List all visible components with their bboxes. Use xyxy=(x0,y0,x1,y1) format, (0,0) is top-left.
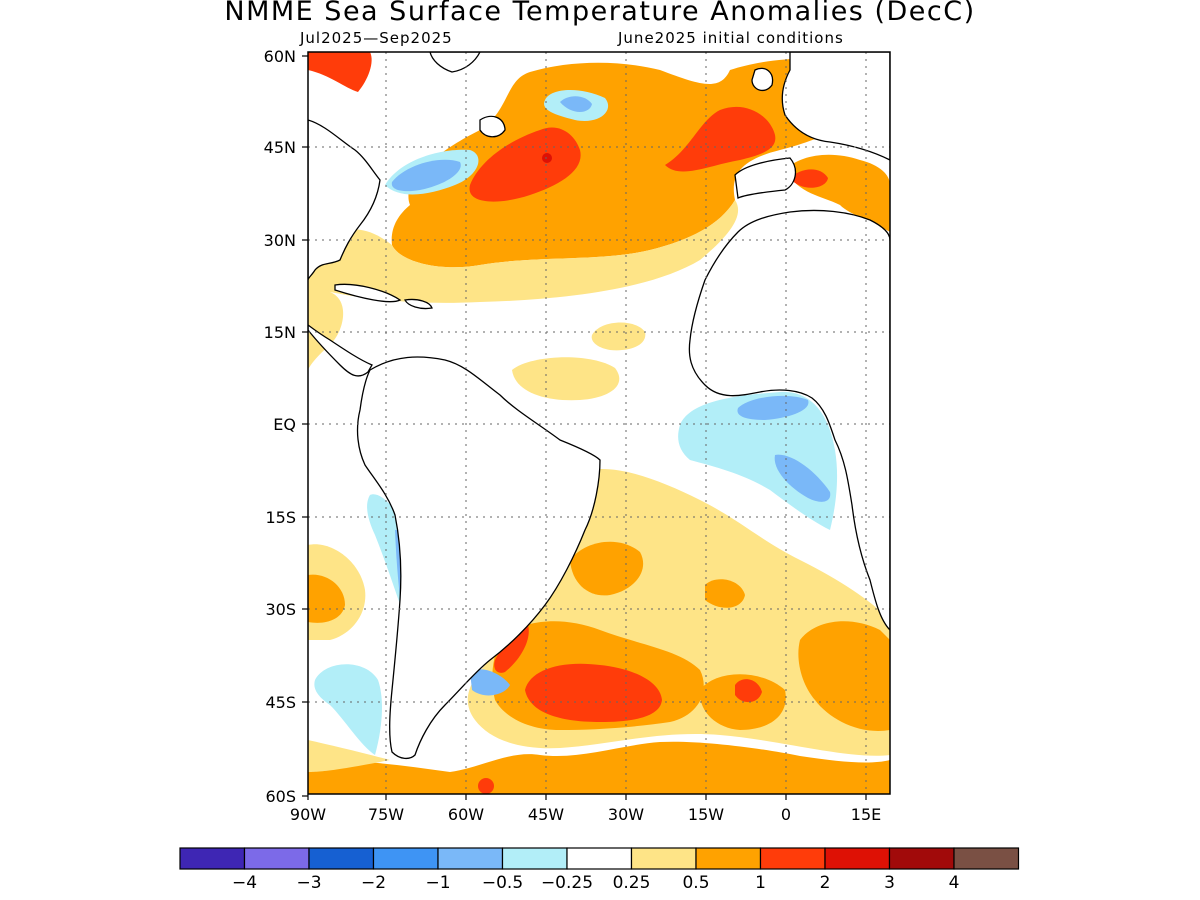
north-atlantic-warm-anomaly xyxy=(391,58,890,268)
legend-swatch xyxy=(759,847,826,870)
lon-label: 75W xyxy=(368,805,404,824)
legend-label: 4 xyxy=(949,873,960,893)
legend-label: −1 xyxy=(425,873,450,893)
greenland-fragment xyxy=(429,52,481,73)
forecast-period: Jul2025—Sep2025 xyxy=(300,29,453,47)
legend-swatch xyxy=(888,847,955,870)
latitude-labels: 60N 45N 30N 15N EQ 15S 30S 45S 60S xyxy=(264,47,296,806)
gulf-of-guinea-cool xyxy=(678,391,838,530)
lon-label: 45W xyxy=(528,805,564,824)
gridlines xyxy=(308,52,890,794)
benguela-cool-core xyxy=(774,454,831,502)
legend-swatch xyxy=(824,847,891,870)
lon-label: 0 xyxy=(781,805,791,824)
lon-label: 15W xyxy=(688,805,724,824)
legend-labels: −4 −3 −2 −1 −0.5 −0.25 0.25 0.5 1 2 3 4 xyxy=(232,873,959,893)
newfoundland xyxy=(479,115,506,138)
cuba xyxy=(334,283,402,303)
legend-swatch xyxy=(953,847,1020,870)
lat-label: 15N xyxy=(264,323,296,342)
south-atlantic-warm-1 xyxy=(570,541,644,596)
labrador-warm xyxy=(308,52,372,92)
legend-swatch xyxy=(437,847,504,870)
northeast-atlantic-core xyxy=(665,106,776,172)
legend-label: 0.5 xyxy=(682,873,709,893)
iberia xyxy=(734,157,797,199)
south-central-warm xyxy=(705,579,745,608)
north-atlantic-yellow-band xyxy=(308,200,739,303)
southeast-pacific-warm-core xyxy=(308,574,345,623)
legend-label: −2 xyxy=(361,873,386,893)
british-isles xyxy=(751,67,774,92)
longitude-labels: 90W 75W 60W 45W 30W 15W 0 15E xyxy=(290,805,881,824)
legend-swatch xyxy=(179,847,246,870)
south-america xyxy=(356,356,601,760)
legend-label: 0.25 xyxy=(613,873,651,893)
central-america xyxy=(308,324,373,377)
chile-cool xyxy=(314,664,382,755)
lat-label: 45S xyxy=(265,693,296,712)
lat-label: 15S xyxy=(265,508,296,527)
south-east-core-red xyxy=(735,679,762,703)
tropical-warm-1 xyxy=(512,357,620,401)
north-atlantic-core xyxy=(469,127,581,202)
north-america xyxy=(308,119,381,281)
caribbean-warm xyxy=(308,280,344,370)
southern-ocean-warm xyxy=(308,741,890,794)
land-masses xyxy=(308,52,890,760)
legend-swatch xyxy=(501,847,568,870)
lat-label: 30N xyxy=(264,231,296,250)
map-title: NMME Sea Surface Temperature Anomalies (… xyxy=(224,0,976,27)
africa xyxy=(688,209,890,631)
mediterranean-core xyxy=(790,169,828,188)
lat-label: EQ xyxy=(273,415,296,434)
legend-label: −0.5 xyxy=(482,873,523,893)
southeast-atlantic-warm xyxy=(798,621,890,731)
legend-swatch xyxy=(630,847,697,870)
legend-label: −0.25 xyxy=(541,873,593,893)
sst-anomaly-field xyxy=(308,52,890,794)
legend-swatch xyxy=(566,847,633,870)
legend-swatch xyxy=(308,847,375,870)
legend-swatch xyxy=(372,847,439,870)
color-legend xyxy=(179,847,1020,870)
lat-label: 60N xyxy=(264,47,296,66)
lon-label: 60W xyxy=(448,805,484,824)
legend-label: −3 xyxy=(296,873,321,893)
axis-ticks xyxy=(302,55,867,800)
map-frame xyxy=(307,51,891,795)
gulf-stream-cool-core xyxy=(391,159,461,192)
europe xyxy=(781,52,890,161)
gulf-of-guinea-cool-core xyxy=(737,395,809,420)
legend-swatch xyxy=(243,847,310,870)
brazil-coast-warm xyxy=(494,625,529,673)
lat-label: 45N xyxy=(264,138,296,157)
lon-label: 90W xyxy=(290,805,326,824)
lat-label: 60S xyxy=(265,787,296,806)
hispaniola xyxy=(404,298,433,310)
southern-ocean-yellow xyxy=(308,740,390,772)
north-atlantic-peak xyxy=(542,153,552,163)
tropical-warm-2 xyxy=(591,322,646,351)
initial-conditions: June2025 initial conditions xyxy=(618,29,844,47)
legend-label: 1 xyxy=(755,873,766,893)
lon-label: 30W xyxy=(608,805,644,824)
southern-warm-spot xyxy=(478,778,494,794)
south-atlantic-core xyxy=(525,663,662,722)
legend-label: 3 xyxy=(884,873,895,893)
legend-label: 2 xyxy=(820,873,831,893)
subpolar-cool-core xyxy=(560,96,592,112)
legend-swatch xyxy=(695,847,762,870)
legend-label: −4 xyxy=(232,873,257,893)
lon-label: 15E xyxy=(851,805,881,824)
lat-label: 30S xyxy=(265,600,296,619)
falklands-cool xyxy=(470,669,510,696)
